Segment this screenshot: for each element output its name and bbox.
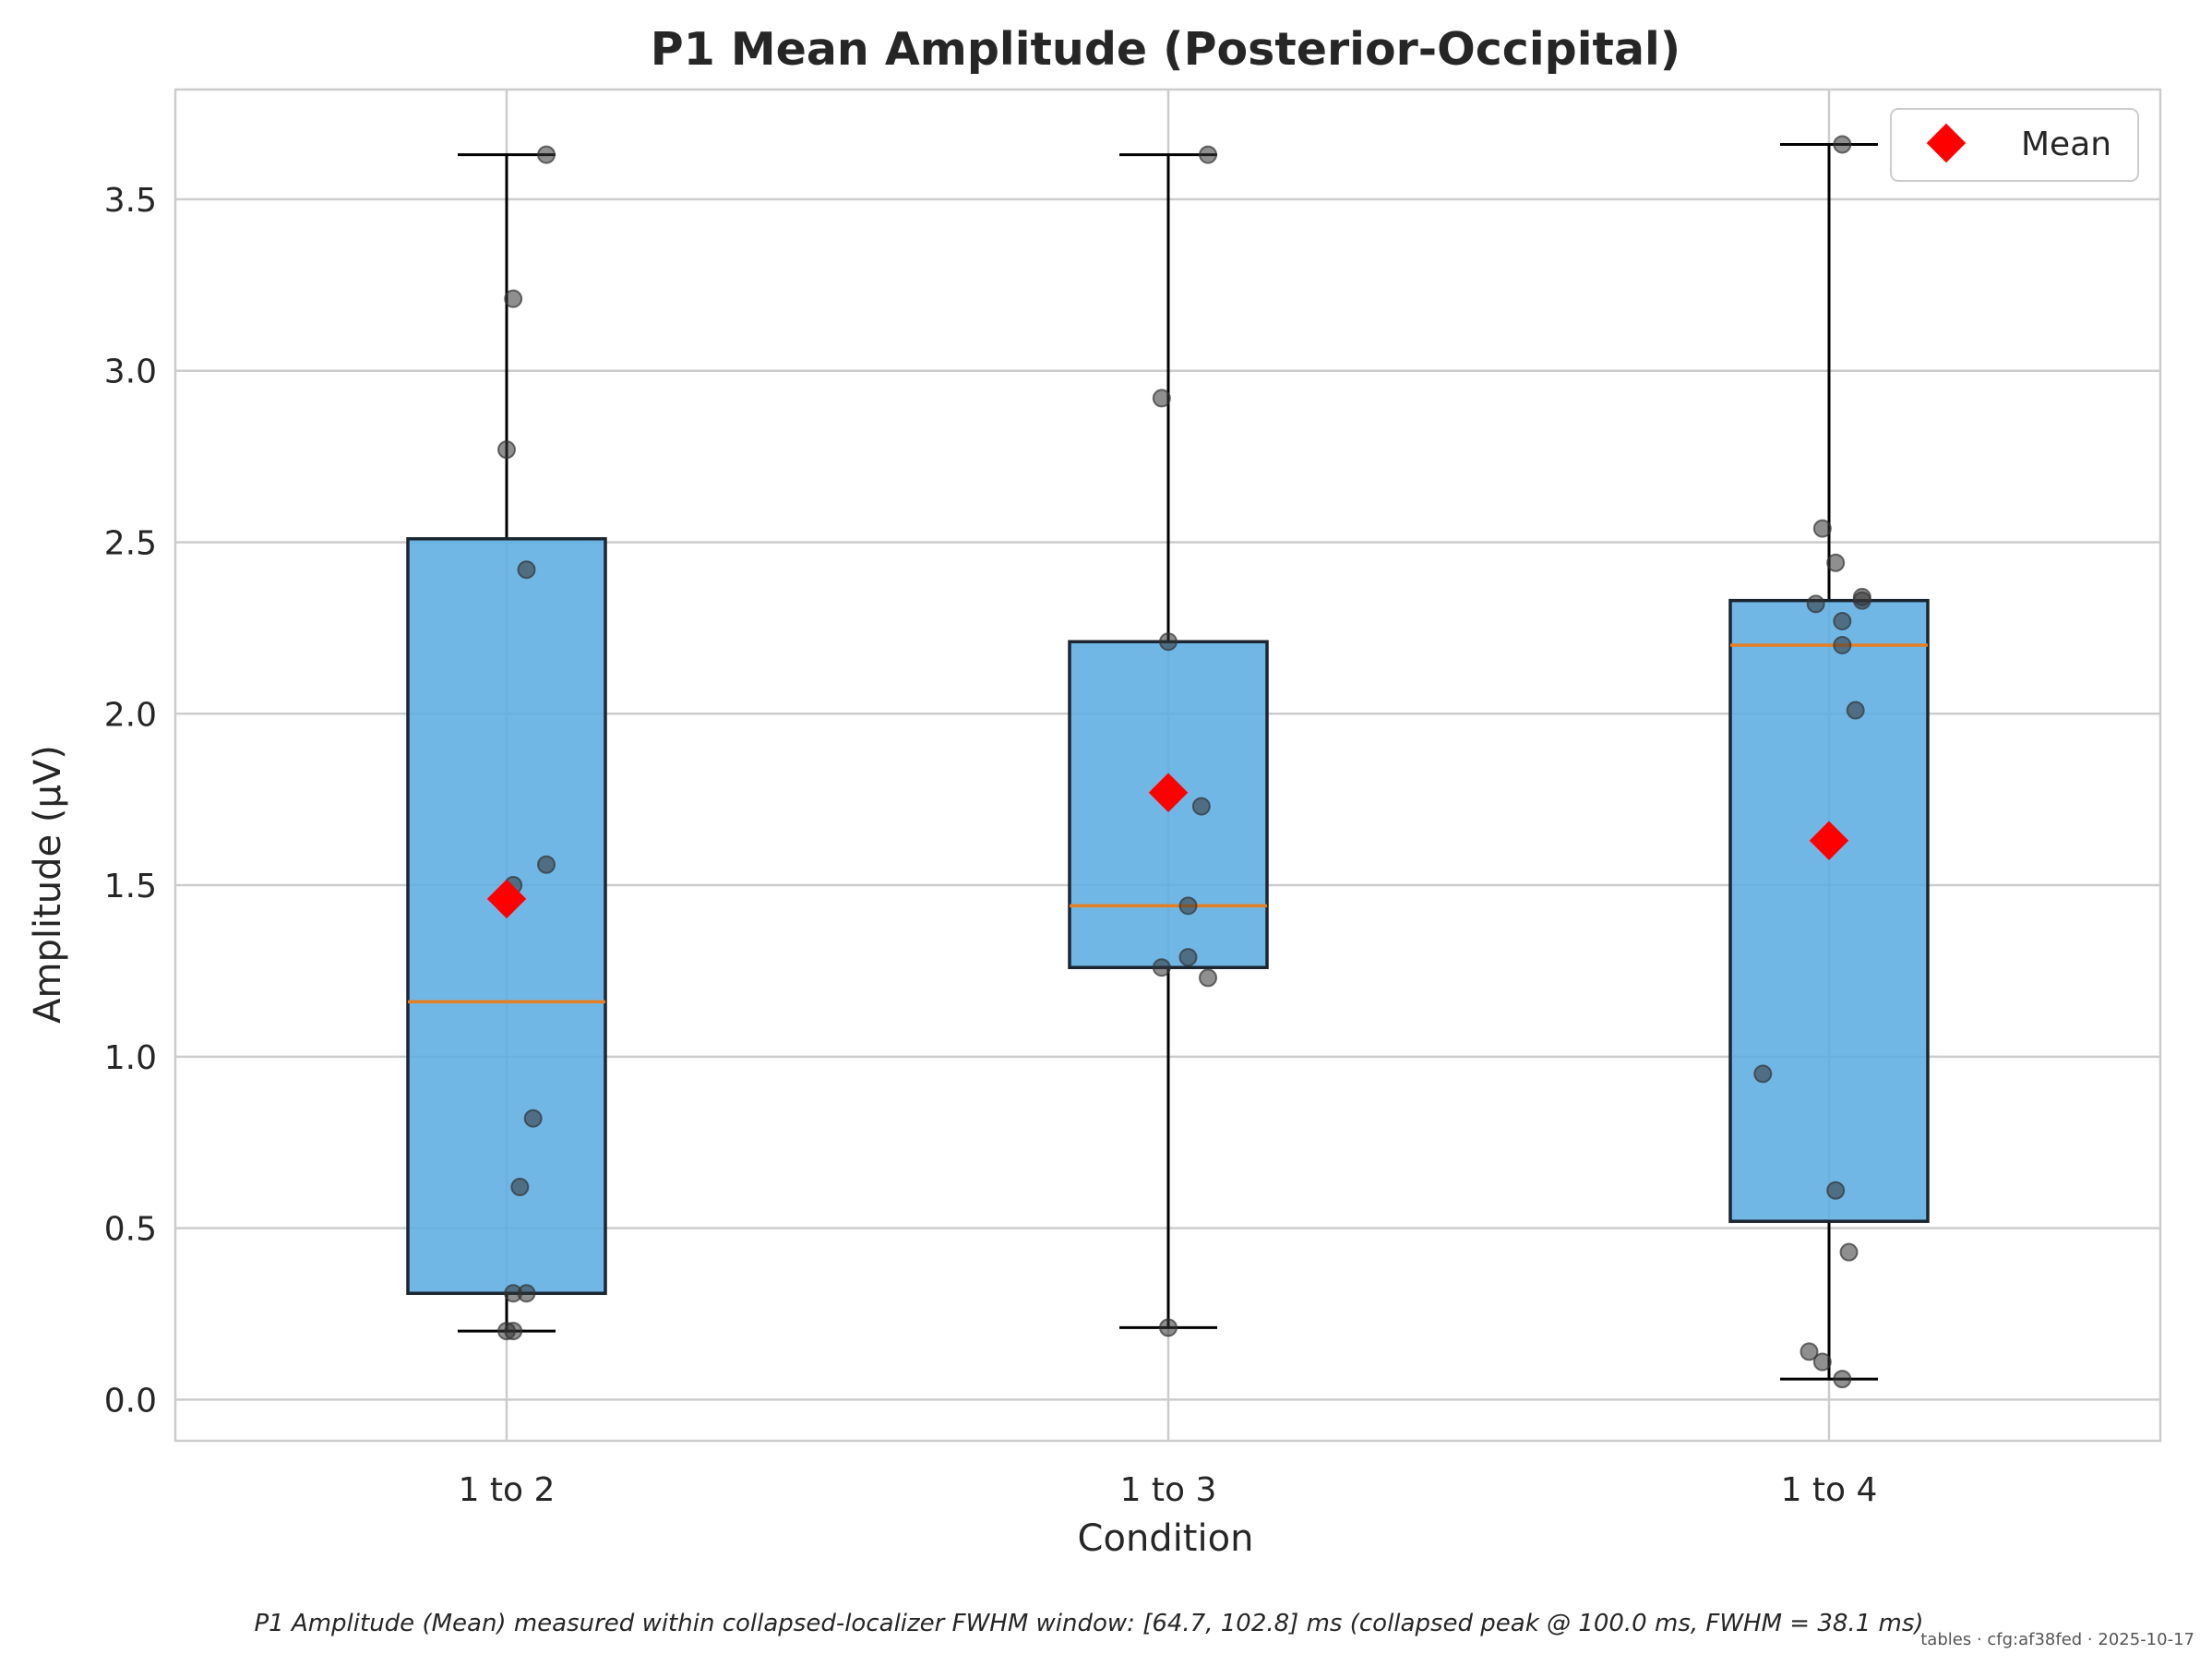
data-point bbox=[1812, 1352, 1832, 1372]
mean-marker bbox=[1809, 821, 1849, 860]
data-point bbox=[1826, 1181, 1846, 1200]
x-tick-label: 1 to 2 bbox=[459, 1471, 556, 1509]
data-point bbox=[1806, 594, 1825, 614]
data-point bbox=[1152, 389, 1171, 408]
y-ticks: 0.0 0.5 1.0 1.5 2.0 2.5 3.0 3.5 bbox=[104, 182, 157, 1420]
data-point bbox=[537, 855, 556, 874]
data-point bbox=[1152, 958, 1171, 977]
data-point bbox=[1159, 632, 1178, 652]
figure-stamp: tables · cfg:af38fed · 2025-10-17 bbox=[1920, 1630, 2194, 1649]
plot-frame bbox=[173, 88, 2162, 1443]
data-point bbox=[1833, 611, 1852, 630]
data-point bbox=[1839, 1242, 1859, 1262]
figure-caption: P1 Amplitude (Mean) measured within coll… bbox=[254, 1610, 1923, 1637]
data-point bbox=[1799, 1342, 1819, 1361]
y-axis-label: Amplitude (µV) bbox=[27, 745, 69, 1024]
data-point bbox=[1159, 1318, 1178, 1337]
mean-marker bbox=[1148, 773, 1189, 812]
data-point bbox=[1833, 635, 1852, 654]
x-axis-label: Condition bbox=[1078, 1517, 1254, 1560]
y-tick-label: 3.5 bbox=[104, 182, 157, 220]
data-point bbox=[504, 289, 523, 308]
x-tick-label: 1 to 4 bbox=[1781, 1471, 1878, 1509]
data-point bbox=[1812, 519, 1832, 538]
boxplot-3 bbox=[1728, 142, 1930, 1381]
data-point bbox=[1191, 797, 1211, 816]
data-point bbox=[1199, 145, 1218, 164]
data-point bbox=[1178, 948, 1198, 967]
y-tick-label: 2.5 bbox=[104, 524, 157, 562]
data-point bbox=[1826, 553, 1846, 572]
data-point bbox=[1852, 587, 1871, 606]
y-tick-label: 1.0 bbox=[104, 1039, 157, 1077]
data-point bbox=[537, 145, 556, 164]
y-tick-label: 3.0 bbox=[104, 354, 157, 391]
data-point bbox=[523, 1109, 543, 1128]
data-point bbox=[510, 1178, 530, 1197]
legend-mean-label: Mean bbox=[2021, 126, 2111, 163]
legend: Mean bbox=[1890, 108, 2139, 182]
data-point bbox=[1178, 896, 1198, 916]
x-ticks: 1 to 2 1 to 3 1 to 4 bbox=[459, 1471, 1878, 1509]
data-point bbox=[1833, 1370, 1852, 1389]
y-tick-label: 0.5 bbox=[104, 1211, 157, 1249]
chart-title: P1 Mean Amplitude (Posterior-Occipital) bbox=[651, 23, 1680, 76]
data-points bbox=[497, 135, 1871, 1389]
boxplot-1 bbox=[406, 153, 607, 1333]
data-point bbox=[497, 440, 516, 460]
data-point bbox=[497, 1322, 516, 1341]
y-tick-label: 2.0 bbox=[104, 696, 157, 734]
y-tick-label: 0.0 bbox=[104, 1382, 157, 1420]
data-point bbox=[1199, 968, 1218, 988]
data-point bbox=[1833, 135, 1852, 154]
x-tick-label: 1 to 3 bbox=[1120, 1471, 1217, 1509]
data-point bbox=[517, 1284, 536, 1303]
legend-box bbox=[1890, 108, 2139, 182]
data-point bbox=[1846, 701, 1865, 720]
box-iqr bbox=[1728, 598, 1930, 1223]
y-tick-label: 1.5 bbox=[104, 868, 157, 905]
boxplots bbox=[406, 142, 1930, 1381]
data-point bbox=[1753, 1064, 1773, 1084]
boxplot-2 bbox=[1068, 153, 1269, 1329]
data-point bbox=[517, 560, 536, 580]
